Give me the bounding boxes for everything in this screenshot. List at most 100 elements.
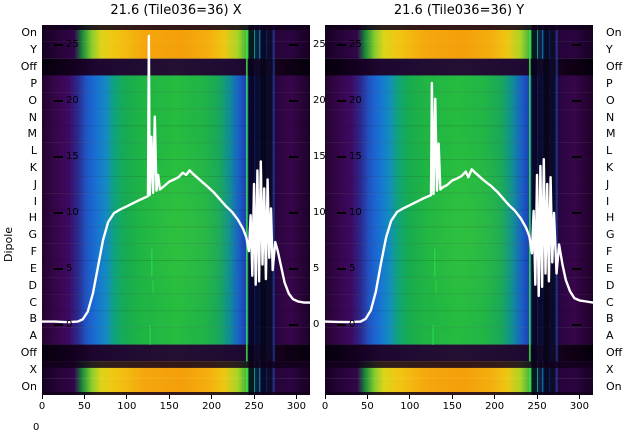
x-tick-mark bbox=[409, 395, 411, 399]
row-label-right-20: X bbox=[606, 362, 614, 376]
power-tick-mark bbox=[54, 324, 63, 326]
vertical-stripe bbox=[245, 25, 248, 395]
power-tick-mark bbox=[54, 44, 63, 46]
row-label-left-4: O bbox=[28, 93, 37, 107]
row-label-left-0: On bbox=[21, 26, 37, 40]
row-label-right-1: Y bbox=[606, 43, 613, 57]
x-tick-mark bbox=[536, 395, 538, 399]
heatmap-row-n-5 bbox=[325, 109, 593, 127]
power-tick-mark bbox=[337, 44, 346, 46]
row-label-left-3: P bbox=[30, 76, 37, 90]
heatmap-row-n-5 bbox=[42, 109, 310, 127]
x-tick-mark bbox=[494, 395, 496, 399]
x-tick-label: 200 bbox=[202, 401, 222, 412]
power-tick-label: 10 bbox=[349, 207, 362, 218]
heatmap-row-o-4 bbox=[325, 92, 593, 110]
row-label-right-8: K bbox=[606, 160, 614, 174]
heatmap-row-p-3 bbox=[325, 75, 593, 93]
power-tick-label: 15 bbox=[66, 151, 79, 162]
row-label-left-13: F bbox=[30, 245, 37, 259]
vertical-stripe bbox=[528, 25, 531, 395]
heatmap-row-y-1 bbox=[325, 41, 593, 59]
row-label-right-12: G bbox=[606, 228, 615, 242]
x-tick-label: 100 bbox=[400, 401, 420, 412]
heatmap-row-on-21 bbox=[42, 378, 310, 395]
row-label-right-15: D bbox=[606, 278, 615, 292]
heatmap-row-a-18 bbox=[325, 327, 593, 345]
x-tick-label: 50 bbox=[78, 401, 91, 412]
horizontal-dark-strip bbox=[42, 361, 310, 368]
panel-y-title: 21.6 (Tile036=36) Y bbox=[393, 3, 525, 18]
power-tick-label: 25 bbox=[349, 39, 362, 50]
row-label-right-17: B bbox=[606, 312, 614, 326]
horizontal-dark-strip bbox=[325, 25, 593, 30]
row-label-left-19: Off bbox=[20, 345, 37, 359]
power-tick-label: 20 bbox=[349, 95, 362, 106]
power-right-tick-label: 0 bbox=[313, 319, 320, 330]
power-tick-label: 0 bbox=[66, 319, 73, 330]
row-label-right-6: M bbox=[606, 127, 616, 141]
row-label-left-16: C bbox=[29, 295, 37, 309]
power-tick-mark bbox=[337, 156, 346, 158]
power-tick-mark bbox=[289, 100, 298, 102]
power-tick-mark bbox=[572, 156, 581, 158]
power-tick-mark bbox=[54, 212, 63, 214]
heatmap-row-off-2 bbox=[325, 58, 593, 76]
power-line bbox=[42, 36, 310, 322]
x-tick-mark bbox=[451, 395, 453, 399]
x-tick-mark bbox=[211, 395, 213, 399]
heatmap-row-off-19 bbox=[325, 344, 593, 362]
row-label-right-0: On bbox=[606, 26, 622, 40]
heatmap-row-p-3 bbox=[42, 75, 310, 93]
heatmap-row-o-4 bbox=[42, 92, 310, 110]
power-line bbox=[325, 83, 593, 322]
row-label-right-3: P bbox=[606, 76, 613, 90]
heatmap-row-m-6 bbox=[325, 125, 593, 143]
power-tick-mark bbox=[289, 268, 298, 270]
power-tick-mark bbox=[572, 324, 581, 326]
heatmap-panel-x bbox=[42, 25, 310, 395]
row-label-right-16: C bbox=[606, 295, 614, 309]
row-label-right-9: J bbox=[606, 177, 610, 191]
row-label-right-18: A bbox=[606, 329, 614, 343]
x-tick-mark bbox=[83, 395, 85, 399]
x-tick-mark bbox=[295, 395, 297, 399]
x-tick-mark bbox=[366, 395, 368, 399]
x-tick-mark bbox=[41, 395, 43, 399]
power-tick-label: 25 bbox=[66, 39, 79, 50]
heatmap-row-y-1 bbox=[42, 41, 310, 59]
row-label-left-9: J bbox=[33, 177, 37, 191]
power-tick-mark bbox=[572, 100, 581, 102]
row-label-left-14: E bbox=[30, 261, 37, 275]
power-tick-mark bbox=[337, 100, 346, 102]
power-tick-mark bbox=[289, 44, 298, 46]
power-tick-mark bbox=[337, 212, 346, 214]
x-tick-label: 0 bbox=[38, 401, 46, 412]
x-tick-label: 50 bbox=[361, 401, 374, 412]
vertical-stripe bbox=[272, 25, 275, 395]
row-label-left-7: L bbox=[30, 144, 37, 158]
x-tick-mark bbox=[168, 395, 170, 399]
row-label-left-1: Y bbox=[30, 43, 37, 57]
power-tick-label: 0 bbox=[349, 319, 356, 330]
x-tick-label: 0 bbox=[321, 401, 329, 412]
power-tick-label: 20 bbox=[66, 95, 79, 106]
heatmap-row-on-21 bbox=[325, 378, 593, 395]
power-tick-mark bbox=[572, 44, 581, 46]
power-tick-label: 5 bbox=[349, 263, 356, 274]
row-label-left-21: On bbox=[21, 379, 37, 393]
heatmap-panel-y bbox=[325, 25, 593, 395]
power-tick-label: 10 bbox=[66, 207, 79, 218]
heatmap-canvas bbox=[325, 25, 593, 395]
x-tick-label: 200 bbox=[485, 401, 505, 412]
row-label-right-19: Off bbox=[606, 345, 623, 359]
x-tick-mark bbox=[324, 395, 326, 399]
row-label-left-15: D bbox=[28, 278, 37, 292]
row-label-right-4: O bbox=[606, 93, 615, 107]
body-glow bbox=[133, 132, 243, 328]
row-label-right-2: Off bbox=[606, 60, 623, 74]
power-tick-mark bbox=[572, 212, 581, 214]
row-label-right-7: L bbox=[606, 144, 613, 158]
vertical-stripe bbox=[555, 25, 558, 395]
power-tick-mark bbox=[289, 212, 298, 214]
